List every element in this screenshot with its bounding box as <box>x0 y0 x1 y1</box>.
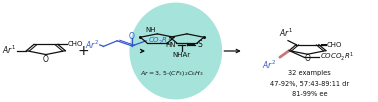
Text: $CO_2R^1$: $CO_2R^1$ <box>148 35 172 47</box>
Ellipse shape <box>129 3 222 99</box>
Text: +: + <box>77 44 89 58</box>
Text: 32 examples: 32 examples <box>288 70 331 76</box>
Text: S: S <box>197 40 202 49</box>
Text: CHO: CHO <box>327 42 342 48</box>
Text: O: O <box>43 55 49 64</box>
Text: NHAr: NHAr <box>172 52 191 58</box>
Text: CHO: CHO <box>68 41 83 47</box>
Text: $\mathit{Ar}^2$: $\mathit{Ar}^2$ <box>85 38 99 51</box>
Text: $\mathit{Ar}^1$: $\mathit{Ar}^1$ <box>279 27 293 39</box>
Text: $Ar = 3,5$-$(CF_3)_2C_6H_3$: $Ar = 3,5$-$(CF_3)_2C_6H_3$ <box>140 69 204 78</box>
Text: O: O <box>129 32 135 41</box>
Text: O: O <box>305 54 310 63</box>
Text: 47-92%, 57:43-89:11 dr: 47-92%, 57:43-89:11 dr <box>270 81 349 87</box>
Text: 81-99% ee: 81-99% ee <box>291 91 327 97</box>
Text: $COCO_2R^1$: $COCO_2R^1$ <box>320 51 354 63</box>
Text: $\mathit{Ar}^2$: $\mathit{Ar}^2$ <box>262 59 276 71</box>
Text: HN: HN <box>165 42 175 48</box>
Text: NH: NH <box>145 27 156 33</box>
Text: $\mathit{Ar}^1$: $\mathit{Ar}^1$ <box>2 43 16 56</box>
